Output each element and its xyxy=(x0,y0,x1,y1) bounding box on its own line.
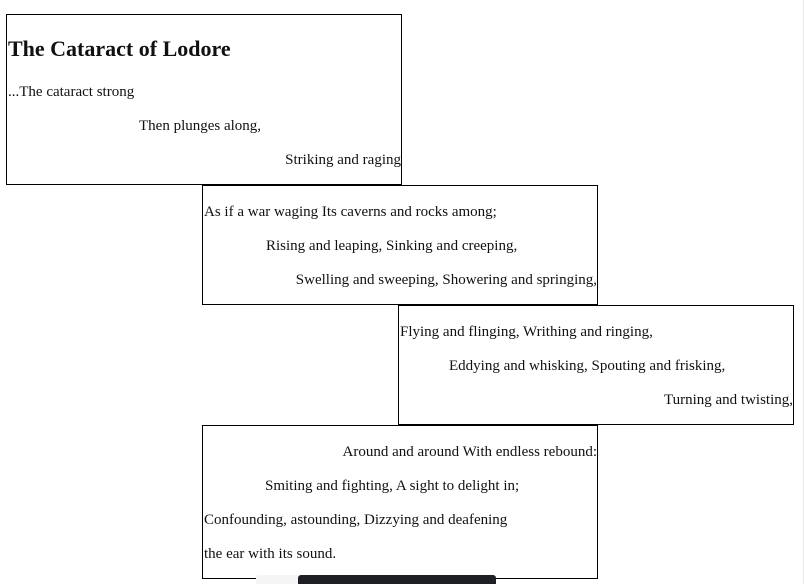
poem-title: The Cataract of Lodore xyxy=(8,36,231,61)
stanza-1: The Cataract of Lodore ...The cataract s… xyxy=(6,14,402,185)
stanza-4: Around and around With endless rebound: … xyxy=(202,425,598,579)
poem-line: Confounding, astounding, Dizzying and de… xyxy=(204,512,508,528)
poem-line: Rising and leaping, Sinking and creeping… xyxy=(266,238,518,254)
poem-line: Around and around With endless rebound: xyxy=(342,444,598,460)
poem-line: Swelling and sweeping, Showering and spr… xyxy=(295,272,597,288)
poem-line: As if a war waging Its caverns and rocks… xyxy=(204,204,497,220)
poem-line: Then plunges along, xyxy=(139,118,262,134)
poem-line: Smiting and fighting, A sight to delight… xyxy=(265,478,520,494)
stanza-3: Flying and flinging, Writhing and ringin… xyxy=(398,305,794,425)
poem-line: Striking and raging xyxy=(285,152,401,168)
poem-line: Turning and twisting, xyxy=(663,392,793,408)
poem-line: Eddying and whisking, Spouting and frisk… xyxy=(449,358,726,374)
overlay-tab xyxy=(256,575,298,584)
poem-line: ...The cataract strong xyxy=(8,84,135,100)
poem-line: Flying and flinging, Writhing and ringin… xyxy=(400,324,653,340)
stanza-2: As if a war waging Its caverns and rocks… xyxy=(202,185,598,305)
overlay-toolbar xyxy=(298,575,496,584)
poem-line: the ear with its sound. xyxy=(204,546,337,562)
